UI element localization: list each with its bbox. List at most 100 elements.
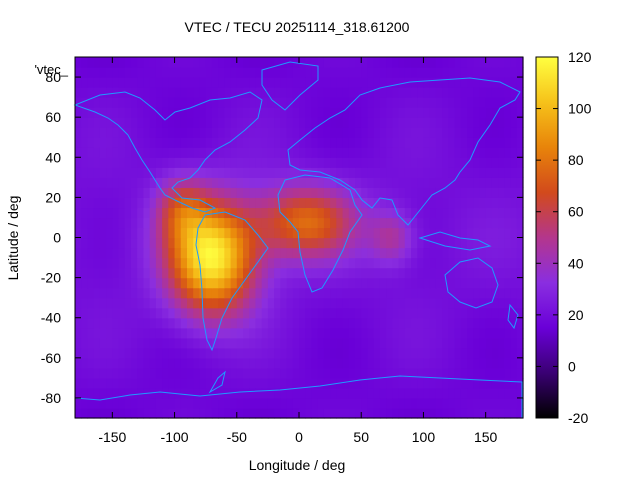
heatmap-cell [510,337,518,349]
heatmap-cell [473,367,481,379]
heatmap-cell [479,287,487,299]
heatmap-cell [498,377,505,389]
heatmap-cell [454,347,462,359]
x-axis-label: Longitude / deg [249,457,346,473]
heatmap-cell [137,367,145,379]
heatmap-cell [131,127,138,138]
heatmap-cell [255,157,263,168]
heatmap-cell [373,337,381,349]
heatmap-cell [516,117,524,128]
heatmap-cell [143,207,151,219]
heatmap-cell [81,257,89,269]
heatmap-cell [516,187,524,198]
heatmap-cell [99,407,107,419]
heatmap-cell [417,107,425,118]
heatmap-cell [454,197,462,209]
heatmap-cell [193,307,201,319]
heatmap-cell [106,67,113,78]
heatmap-cell [460,197,468,209]
heatmap-cell [286,127,294,138]
heatmap-cell [435,117,443,128]
heatmap-cell [193,167,201,178]
heatmap-cell [305,237,313,249]
heatmap-cell [274,347,281,359]
heatmap-cell [386,357,393,369]
heatmap-cell [330,97,337,108]
heatmap-cell [124,87,132,98]
heatmap-cell [479,77,487,88]
heatmap-cell [392,187,400,198]
heatmap-cell [485,67,493,78]
heatmap-cell [261,327,269,339]
heatmap-cell [473,147,481,158]
heatmap-cell [330,107,337,118]
heatmap-cell [193,137,201,148]
heatmap-cell [131,357,138,369]
heatmap-cell [330,267,337,279]
heatmap-cell [193,147,201,158]
heatmap-cell [417,347,425,359]
heatmap-cell [411,297,418,309]
heatmap-cell [93,127,101,138]
heatmap-cell [454,167,462,178]
heatmap-cell [174,67,182,78]
heatmap-cell [180,87,188,98]
heatmap-cell [398,377,406,389]
heatmap-cell [174,57,182,68]
heatmap-cell [404,397,412,409]
heatmap-cell [373,77,381,88]
heatmap-cell [411,387,418,399]
heatmap-cell [174,387,182,399]
heatmap-cell [317,357,325,369]
heatmap-cell [423,257,431,269]
heatmap-cell [236,67,244,78]
heatmap-cell [373,327,381,339]
heatmap-cell [491,347,499,359]
heatmap-cell [106,357,113,369]
colorbar [535,56,559,419]
heatmap-cell [323,377,331,389]
heatmap-cell [261,107,269,118]
heatmap-cell [99,397,107,409]
heatmap-cell [87,117,95,128]
heatmap-cell [355,117,362,128]
heatmap-cell [386,247,393,259]
heatmap-cell [131,367,138,379]
heatmap-cell [467,137,474,148]
heatmap-cell [361,137,369,148]
heatmap-cell [118,317,126,329]
heatmap-cell [342,247,350,259]
heatmap-cell [435,207,443,219]
heatmap-cell [199,137,207,148]
heatmap-cell [355,387,362,399]
heatmap-cell [479,247,487,259]
heatmap-cell [131,77,138,88]
heatmap-cell [230,377,238,389]
heatmap-cell [423,387,431,399]
heatmap-cell [118,297,126,309]
heatmap-cell [187,407,194,419]
heatmap-cell [504,97,512,108]
heatmap-cell [274,167,281,178]
heatmap-cell [311,377,319,389]
heatmap-cell [112,177,120,188]
heatmap-cell [286,307,294,319]
heatmap-cell [243,197,250,209]
heatmap-cell [112,357,120,369]
heatmap-cell [174,327,182,339]
heatmap-cell [205,317,213,329]
heatmap-cell [330,157,337,168]
colorbar-tick-label: 100 [568,101,592,117]
heatmap-cell [168,107,176,118]
heatmap-cell [137,227,145,239]
heatmap-cell [286,257,294,269]
heatmap-cell [174,97,182,108]
heatmap-cell [311,307,319,319]
heatmap-cell [392,377,400,389]
heatmap-cell [467,377,474,389]
heatmap-cell [404,317,412,329]
heatmap-cell [367,347,375,359]
heatmap-cell [286,167,294,178]
heatmap-cell [149,257,157,269]
heatmap-cell [330,397,337,409]
